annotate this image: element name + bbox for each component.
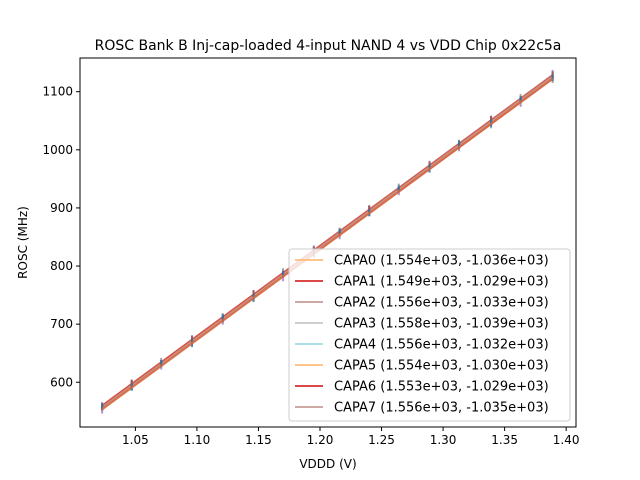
legend: CAPA0 (1.554e+03, -1.036e+03) CAPA1 (1.54… bbox=[288, 248, 571, 422]
data-point-capa7 bbox=[338, 228, 341, 235]
data-point-capa6 bbox=[551, 71, 554, 78]
data-point-capa0 bbox=[101, 407, 104, 414]
data-point-capa0 bbox=[282, 275, 285, 282]
data-point-capa7 bbox=[458, 140, 461, 147]
y-tick-label: 900 bbox=[50, 201, 73, 215]
x-tick-label: 1.25 bbox=[368, 433, 395, 447]
x-tick-label: 1.35 bbox=[491, 433, 518, 447]
legend-label-capa6: CAPA6 (1.553e+03, -1.029e+03) bbox=[334, 380, 549, 395]
data-point-capa7 bbox=[519, 96, 522, 103]
x-tick-label: 1.20 bbox=[307, 433, 334, 447]
legend-label-capa0: CAPA0 (1.554e+03, -1.036e+03) bbox=[334, 254, 549, 269]
data-point-capa7 bbox=[397, 185, 400, 192]
data-point-capa6 bbox=[490, 115, 493, 122]
x-tick-label: 1.05 bbox=[122, 433, 149, 447]
legend-label-capa3: CAPA3 (1.558e+03, -1.039e+03) bbox=[334, 317, 549, 332]
x-tick-label: 1.10 bbox=[184, 433, 211, 447]
fit-line-overlay bbox=[101, 77, 554, 411]
data-point-capa6 bbox=[191, 335, 193, 342]
plot-area bbox=[79, 57, 577, 428]
y-tick-label: 600 bbox=[50, 375, 73, 389]
legend-box bbox=[288, 248, 571, 422]
legend-label-capa7: CAPA7 (1.556e+03, -1.035e+03) bbox=[334, 401, 549, 416]
data-point-capa7 bbox=[551, 75, 554, 82]
legend-label-capa2: CAPA2 (1.556e+03, -1.033e+03) bbox=[334, 296, 549, 311]
y-axis: 600 700 800 900 1000 1100 bbox=[42, 85, 80, 389]
data-point-capa0 bbox=[519, 100, 522, 107]
x-tick-label: 1.30 bbox=[430, 433, 457, 447]
legend-label-capa4: CAPA4 (1.556e+03, -1.032e+03) bbox=[334, 338, 549, 353]
x-tick-label: 1.40 bbox=[553, 433, 580, 447]
data-point-capa7 bbox=[160, 359, 163, 366]
chart-title: ROSC Bank B Inj-cap-loaded 4-input NAND … bbox=[95, 38, 562, 54]
data-point-capa6 bbox=[130, 379, 133, 386]
x-axis-label: VDDD (V) bbox=[299, 457, 356, 471]
y-tick-label: 1000 bbox=[42, 143, 73, 157]
data-point-capa6 bbox=[368, 205, 371, 212]
series-line-capa7 bbox=[101, 75, 554, 409]
y-tick-label: 700 bbox=[50, 317, 73, 331]
y-tick-label: 1100 bbox=[42, 85, 73, 99]
data-point-capa7 bbox=[282, 270, 285, 277]
data-point-capa7 bbox=[221, 314, 224, 321]
legend-label-capa1: CAPA1 (1.549e+03, -1.029e+03) bbox=[334, 275, 549, 290]
x-axis: 1.05 1.10 1.15 1.20 1.25 1.30 1.35 1.40 bbox=[122, 427, 580, 447]
data-layer bbox=[101, 69, 554, 414]
y-tick-label: 800 bbox=[50, 259, 73, 273]
legend-label-capa5: CAPA5 (1.554e+03, -1.030e+03) bbox=[334, 359, 549, 374]
data-point-capa6 bbox=[252, 289, 255, 296]
data-point-capa7 bbox=[101, 402, 104, 409]
x-tick-label: 1.15 bbox=[245, 433, 272, 447]
y-axis-label: ROSC (MHz) bbox=[16, 206, 30, 279]
plot-frame bbox=[79, 57, 577, 428]
